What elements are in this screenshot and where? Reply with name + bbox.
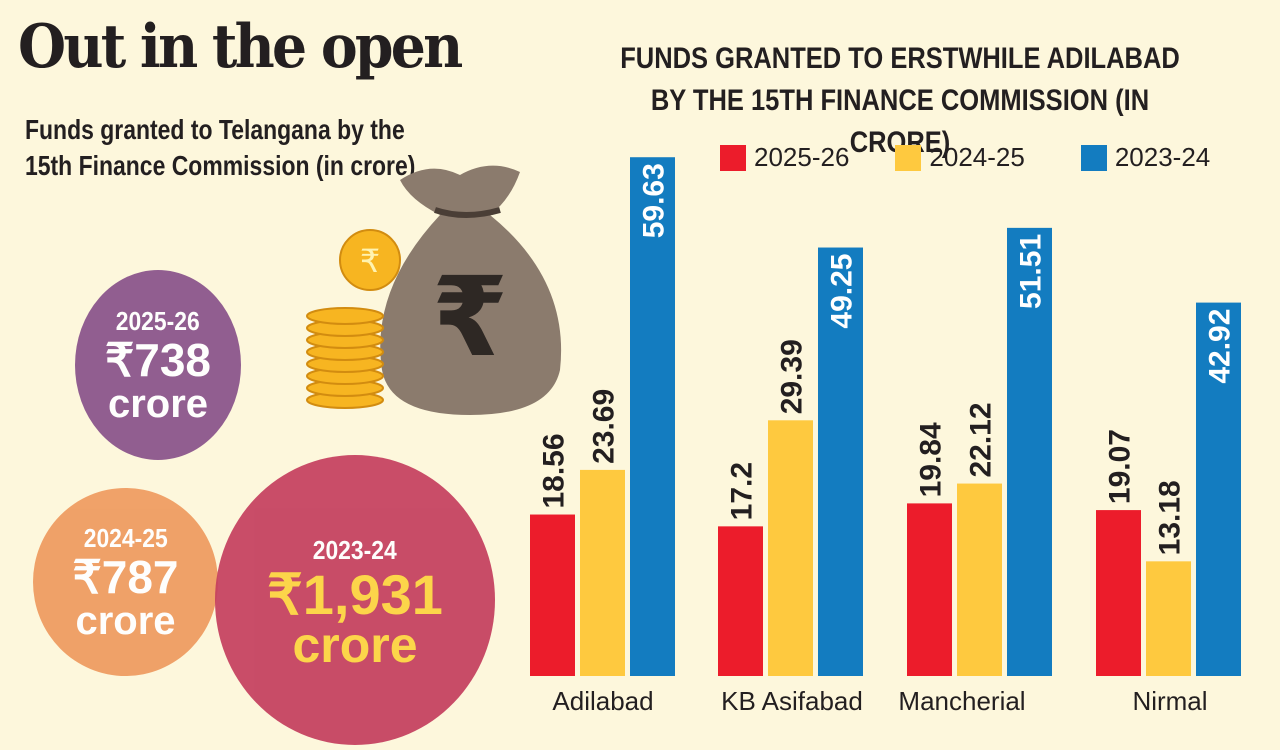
data-label: 19.07 — [1104, 429, 1137, 504]
headline: Out in the open — [18, 12, 463, 82]
legend-item: 2025-26 — [720, 142, 849, 173]
bar-2024-25 — [768, 420, 813, 676]
legend-item: 2024-25 — [895, 142, 1025, 173]
legend-swatch — [895, 144, 922, 171]
circle-2023-24: 2023-24 ₹1,931 crore — [215, 455, 495, 745]
data-label: 18.56 — [538, 433, 571, 508]
legend-label: 2023-24 — [1114, 142, 1211, 172]
bar-2023-24 — [1007, 227, 1052, 676]
circle-year: 2025-26 — [116, 305, 200, 336]
data-label: 29.39 — [776, 339, 809, 414]
bar-2023-24 — [1196, 302, 1241, 676]
legend-swatch — [1080, 144, 1107, 171]
data-label: 59.63 — [638, 163, 671, 238]
bar-2025-26 — [718, 526, 763, 676]
legend: 2025-26 2024-25 2023-24 — [720, 142, 1246, 173]
legend-label: 2024-25 — [929, 142, 1025, 172]
bar-2025-26 — [907, 503, 952, 676]
circle-2025-26: 2025-26 ₹738 crore — [75, 270, 241, 460]
bar-2025-26 — [1096, 510, 1141, 676]
data-label: 42.92 — [1204, 309, 1237, 384]
svg-text:₹: ₹ — [360, 242, 380, 280]
circle-year: 2023-24 — [313, 534, 397, 565]
svg-text:₹: ₹ — [432, 253, 509, 381]
circle-unit: crore — [292, 616, 418, 673]
bar-2023-24 — [818, 247, 863, 676]
money-bag-illustration: ₹ ₹ — [306, 165, 562, 415]
circle-amount: ₹1,931 — [267, 562, 443, 626]
legend-label: 2025-26 — [754, 142, 850, 172]
circle-amount: ₹738 — [104, 333, 211, 386]
category-label: Adilabad — [552, 686, 654, 716]
data-label: 19.84 — [915, 422, 948, 497]
circle-amount: ₹787 — [72, 550, 179, 603]
legend-swatch — [720, 144, 746, 171]
data-label: 51.51 — [1015, 234, 1048, 309]
legend-item: 2023-24 — [1080, 142, 1211, 173]
chart-title: FUNDS GRANTED TO ERSTWHILE ADILABAD BY T… — [620, 42, 1180, 159]
data-label: 17.2 — [726, 462, 759, 520]
bar-2024-25 — [580, 469, 625, 676]
circle-unit: crore — [107, 381, 209, 426]
data-label: 23.69 — [588, 389, 621, 464]
bar-2024-25 — [1146, 561, 1191, 676]
bar-2025-26 — [530, 514, 575, 676]
circle-2024-25: 2024-25 ₹787 crore — [33, 488, 218, 676]
subtitle: Funds granted to Telangana by the 15th F… — [25, 114, 416, 181]
data-label: 13.18 — [1154, 480, 1187, 555]
data-label: 22.12 — [965, 402, 998, 477]
bar-2024-25 — [957, 483, 1002, 676]
circle-unit: crore — [75, 598, 176, 643]
category-label: KB Asifabad — [721, 686, 863, 716]
bar-2023-24 — [630, 157, 675, 676]
category-label: Mancherial — [898, 686, 1026, 716]
circle-year: 2024-25 — [83, 522, 168, 553]
category-label: Nirmal — [1132, 686, 1208, 716]
data-label: 49.25 — [826, 254, 859, 329]
